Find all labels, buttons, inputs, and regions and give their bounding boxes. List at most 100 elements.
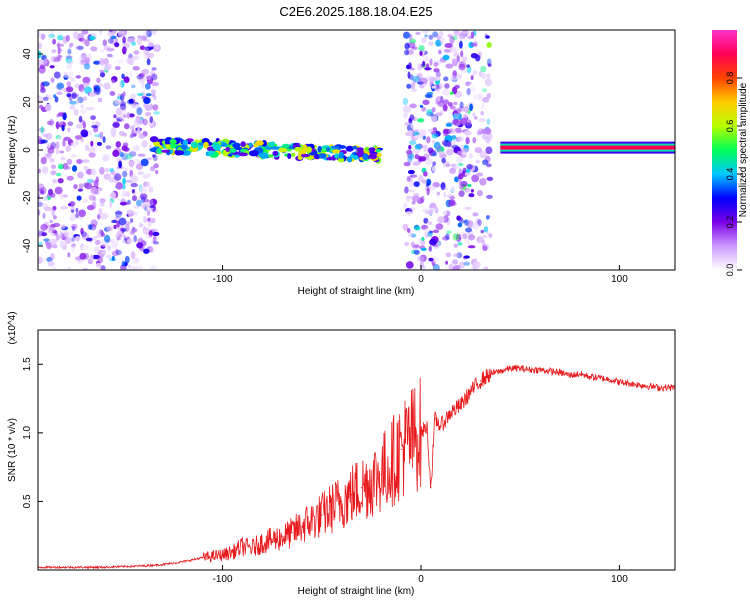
heatmap-cell	[452, 112, 460, 121]
heatmap-cell	[124, 123, 130, 130]
heatmap-cell	[458, 63, 466, 71]
heatmap-cell	[486, 42, 492, 48]
heatmap-cell	[409, 181, 415, 188]
snr-point	[261, 541, 263, 544]
heatmap-cell	[52, 205, 57, 211]
heatmap-cell	[232, 142, 241, 148]
heatmap-cell	[466, 164, 473, 170]
heatmap-cell	[81, 119, 85, 126]
heatmap-cell	[144, 105, 152, 111]
heatmap-cell	[88, 194, 96, 201]
heatmap-cell	[438, 82, 444, 89]
heatmap-cell	[49, 158, 55, 163]
heatmap-cell	[352, 145, 358, 150]
heatmap-cell	[70, 77, 76, 82]
heatmap-cell	[47, 260, 55, 267]
heatmap-cell	[446, 194, 454, 199]
heatmap-cell	[411, 233, 417, 238]
heatmap-cell	[407, 189, 416, 193]
heatmap-cell	[99, 166, 105, 175]
heatmap-cell	[93, 190, 99, 195]
heatmap-cell	[411, 200, 416, 205]
heatmap-cell	[468, 193, 475, 198]
heatmap-cell	[48, 95, 53, 100]
heatmap-cell	[449, 36, 455, 44]
heatmap-cell	[431, 152, 438, 157]
heatmap-cell	[480, 110, 485, 116]
colorbar-ticks: 0.0 0.2 0.4 0.6 0.8	[725, 72, 742, 277]
heatmap-cell	[417, 256, 425, 262]
heatmap-cell	[470, 31, 475, 39]
heatmap-cell	[434, 112, 443, 117]
heatmap-cell	[427, 231, 433, 237]
heatmap-cell	[130, 174, 138, 180]
heatmap-cell	[139, 193, 148, 200]
heatmap-cell	[410, 82, 416, 90]
heatmap-cell	[149, 70, 156, 79]
heatmap-cell	[442, 54, 450, 61]
heatmap-cell	[90, 140, 94, 147]
heatmap-cell	[452, 35, 458, 41]
heatmap-cell	[420, 239, 426, 246]
heatmap-cell	[73, 184, 78, 190]
snr-point	[489, 373, 492, 375]
heatmap-cell	[287, 153, 292, 160]
heatmap-cell	[145, 112, 151, 117]
heatmap-cell	[54, 96, 59, 103]
heatmap-cell	[94, 246, 100, 254]
heatmap-cell	[112, 121, 120, 129]
snr-point	[301, 525, 303, 527]
heatmap-cell	[132, 66, 140, 71]
heatmap-cell	[446, 163, 450, 167]
heatmap-region	[402, 30, 494, 270]
heatmap-cell	[412, 46, 418, 50]
heatmap-cell	[75, 99, 80, 105]
heatmap-cell	[452, 259, 458, 265]
heatmap-cell	[65, 145, 71, 152]
heatmap-cell	[88, 131, 93, 137]
heatmap-cell	[428, 41, 434, 46]
heatmap-cell	[428, 257, 434, 262]
heatmap-cell	[101, 249, 107, 255]
heatmap-cell	[91, 124, 98, 129]
heatmap-cell	[82, 96, 87, 101]
heatmap-cell	[82, 76, 91, 84]
heatmap-cell	[476, 236, 484, 244]
heatmap-cell	[131, 189, 135, 194]
heatmap-cell	[56, 91, 63, 95]
heatmap-cell	[466, 88, 471, 96]
heatmap-cell	[62, 162, 69, 170]
heatmap-cell	[82, 198, 89, 204]
heatmap-cell	[447, 102, 453, 107]
heatmap-cell	[437, 216, 445, 224]
heatmap-cell	[66, 158, 73, 165]
heatmap-cell	[99, 198, 106, 204]
figure-title: C2E6.2025.188.18.04.E25	[279, 4, 432, 19]
heatmap-cell	[115, 182, 123, 190]
heatmap-cell	[96, 233, 102, 238]
heatmap-cell	[437, 101, 445, 107]
heatmap-cell	[353, 154, 359, 160]
heatmap-cell	[111, 79, 116, 84]
heatmap-cell	[405, 211, 413, 215]
heatmap-cell	[486, 73, 491, 79]
heatmap-cell	[59, 240, 65, 248]
heatmap-cell	[40, 87, 46, 93]
heatmap-cell	[460, 69, 469, 74]
heatmap-cell	[85, 237, 93, 242]
heatmap-cell	[437, 240, 442, 247]
heatmap-cell	[448, 263, 453, 270]
heatmap-cell	[248, 150, 259, 157]
heatmap-cell	[445, 123, 452, 127]
heatmap-cell	[453, 30, 460, 34]
snr-point	[440, 425, 442, 427]
colorbar-tick-label: 0.0	[725, 264, 735, 277]
heatmap-cell	[38, 59, 44, 66]
heatmap-cell	[456, 156, 464, 164]
snr-point	[400, 448, 402, 450]
heatmap-cell	[424, 34, 428, 38]
heatmap-cell	[64, 173, 69, 179]
heatmap-cell	[78, 209, 86, 218]
heatmap-cell	[350, 153, 355, 159]
snr-point	[549, 370, 551, 372]
